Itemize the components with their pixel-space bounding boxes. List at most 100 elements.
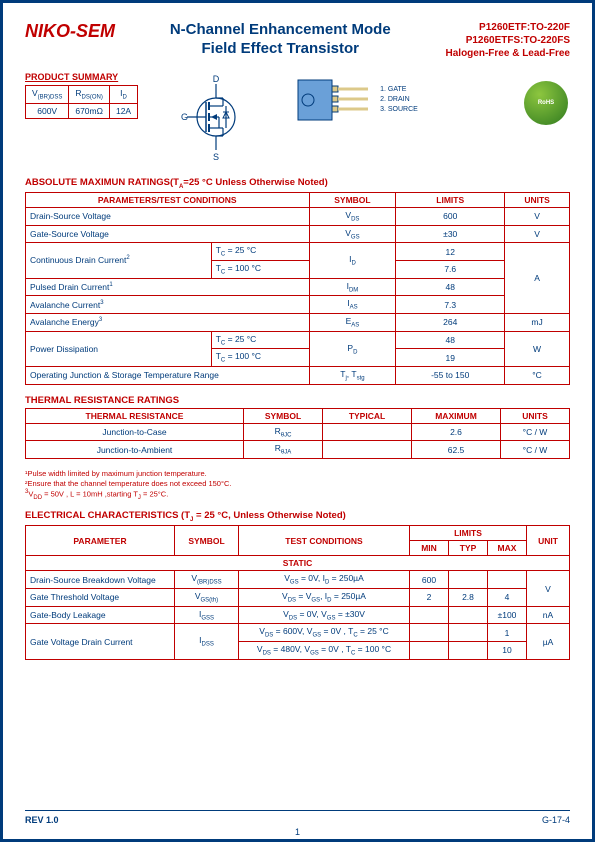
cell: Pulsed Drain Current1	[26, 278, 310, 296]
col-symbol: SYMBOL	[309, 192, 396, 207]
footnote-2: ²Ensure that the channel temperature doe…	[25, 479, 570, 489]
cell: V(BR)DSS	[175, 571, 239, 589]
package-icon	[294, 72, 374, 128]
compliance-text: Halogen-Free & Lead-Free	[446, 47, 570, 60]
summary-val-1: 670mΩ	[69, 103, 110, 118]
cell	[410, 606, 449, 624]
cell: Operating Junction & Storage Temperature…	[26, 367, 310, 385]
col: MAXIMUM	[412, 408, 501, 423]
part-number-2: P1260ETFS:TO-220FS	[446, 34, 570, 47]
cell: 12	[396, 243, 505, 261]
col: TYPICAL	[323, 408, 412, 423]
elec-table: PARAMETER SYMBOL TEST CONDITIONS LIMITS …	[25, 525, 570, 659]
cell: A	[505, 243, 570, 314]
cell	[410, 642, 449, 660]
cell: nA	[527, 606, 570, 624]
cell: Gate Threshold Voltage	[26, 589, 175, 607]
cell	[323, 441, 412, 459]
product-summary-heading: PRODUCT SUMMARY	[25, 72, 138, 82]
part-info: P1260ETF:TO-220F P1260ETFS:TO-220FS Halo…	[446, 21, 570, 60]
col: THERMAL RESISTANCE	[26, 408, 244, 423]
static-label: STATIC	[26, 556, 570, 571]
table-row: THERMAL RESISTANCE SYMBOL TYPICAL MAXIMU…	[26, 408, 570, 423]
table-row: Drain-Source Breakdown Voltage V(BR)DSS …	[26, 571, 570, 589]
cell: Gate-Body Leakage	[26, 606, 175, 624]
cell: IAS	[309, 296, 396, 314]
cell: Drain-Source Breakdown Voltage	[26, 571, 175, 589]
table-row: Drain-Source Voltage VDS 600 V	[26, 207, 570, 225]
pin-3: 3. SOURCE	[380, 105, 418, 115]
cell: VDS = VGS, ID = 250µA	[239, 589, 410, 607]
rev-label: REV 1.0	[25, 815, 59, 825]
cell: °C / W	[501, 441, 570, 459]
cell: RθJA	[244, 441, 323, 459]
col-units: UNITS	[505, 192, 570, 207]
title-line-1: N-Channel Enhancement Mode	[170, 21, 391, 40]
col: MIN	[410, 541, 449, 556]
footnote-1: ¹Pulse width limited by maximum junction…	[25, 469, 570, 479]
cell: 600	[396, 207, 505, 225]
cell: IGSS	[175, 606, 239, 624]
footer: REV 1.0 G-17-4	[25, 810, 570, 825]
summary-col-vbrdss: V(BR)DSS	[26, 86, 69, 104]
col: PARAMETER	[26, 526, 175, 556]
table-row: PARAMETER SYMBOL TEST CONDITIONS LIMITS …	[26, 526, 570, 541]
brand-logo: NIKO-SEM	[25, 21, 115, 42]
col: SYMBOL	[175, 526, 239, 556]
cell: Avalanche Energy3	[26, 314, 310, 332]
cell: 48	[396, 331, 505, 349]
title-line-2: Field Effect Transistor	[170, 40, 391, 59]
cell: VGS(th)	[175, 589, 239, 607]
cell: TC = 100 °C	[211, 349, 309, 367]
cell: IDM	[309, 278, 396, 296]
cell: VDS = 0V, VGS = ±30V	[239, 606, 410, 624]
table-row: Avalanche Energy3 EAS 264 mJ	[26, 314, 570, 332]
mosfet-symbol: D G	[156, 72, 276, 167]
cell: -55 to 150	[396, 367, 505, 385]
table-row: V(BR)DSS RDS(ON) ID	[26, 86, 138, 104]
page-number: 1	[295, 827, 300, 837]
cell: °C	[505, 367, 570, 385]
product-summary-block: PRODUCT SUMMARY V(BR)DSS RDS(ON) ID 600V…	[25, 72, 138, 119]
cell: V	[505, 207, 570, 225]
cell: 7.6	[396, 260, 505, 278]
static-row: STATIC	[26, 556, 570, 571]
elec-heading: ELECTRICAL CHARACTERISTICS (TJ = 25 °C, …	[25, 510, 570, 523]
cell	[449, 571, 488, 589]
svg-text:S: S	[213, 152, 219, 162]
table-row: Pulsed Drain Current1 IDM 48	[26, 278, 570, 296]
cell: TC = 25 °C	[211, 331, 309, 349]
cell: V	[505, 225, 570, 243]
cell: ±100	[488, 606, 527, 624]
table-row: PARAMETERS/TEST CONDITIONS SYMBOL LIMITS…	[26, 192, 570, 207]
svg-text:G: G	[181, 112, 188, 122]
cell: 2.8	[449, 589, 488, 607]
summary-val-2: 12A	[109, 103, 137, 118]
cell: 62.5	[412, 441, 501, 459]
thermal-table: THERMAL RESISTANCE SYMBOL TYPICAL MAXIMU…	[25, 408, 570, 459]
summary-val-0: 600V	[26, 103, 69, 118]
cell: Power Dissipation	[26, 331, 212, 366]
footnote-3: 3VDD = 50V , L = 10mH ,starting TJ = 25°…	[25, 489, 570, 503]
table-row: Gate-Body Leakage IGSS VDS = 0V, VGS = ±…	[26, 606, 570, 624]
cell: RθJC	[244, 423, 323, 441]
doc-code: G-17-4	[542, 815, 570, 825]
cell: 2	[410, 589, 449, 607]
abs-max-heading: ABSOLUTE MAXIMUN RATINGS(TA=25 °C Unless…	[25, 177, 570, 190]
cell: IDSS	[175, 624, 239, 659]
col: UNIT	[527, 526, 570, 556]
cell: mJ	[505, 314, 570, 332]
header: NIKO-SEM N-Channel Enhancement Mode Fiel…	[25, 21, 570, 60]
cell: TC = 25 °C	[211, 243, 309, 261]
cell: 48	[396, 278, 505, 296]
cell: ±30	[396, 225, 505, 243]
col-limits: LIMITS	[410, 526, 527, 541]
col: TYP	[449, 541, 488, 556]
cell: VGS	[309, 225, 396, 243]
table-row: Continuous Drain Current2 TC = 25 °C ID …	[26, 243, 570, 261]
summary-col-id: ID	[109, 86, 137, 104]
cell	[449, 624, 488, 642]
cell: VDS = 600V, VGS = 0V , TC = 25 °C	[239, 624, 410, 642]
cell: VGS = 0V, ID = 250µA	[239, 571, 410, 589]
cell: Junction-to-Case	[26, 423, 244, 441]
